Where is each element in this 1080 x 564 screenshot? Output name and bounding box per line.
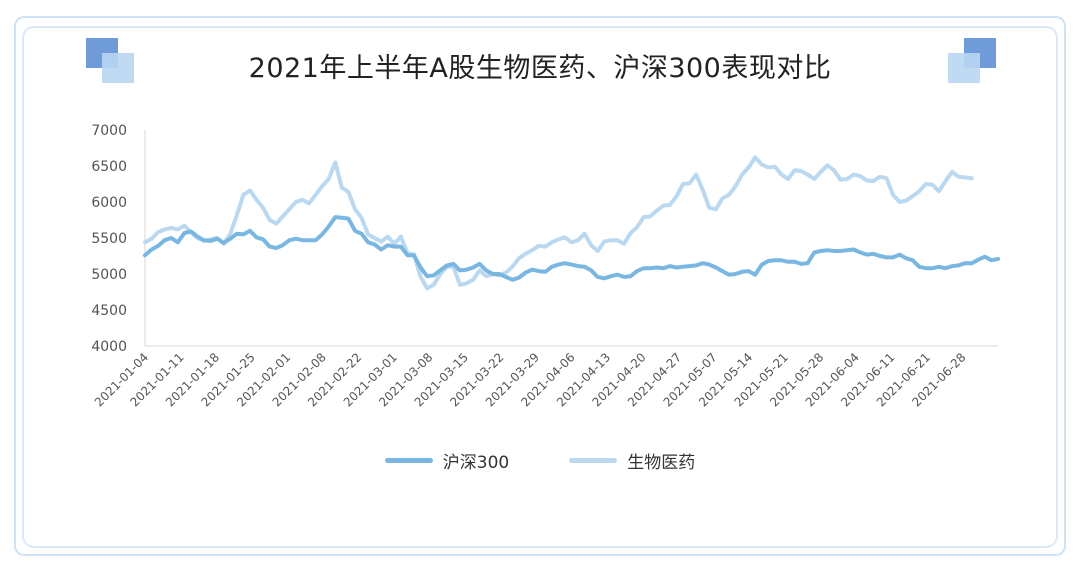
y-tick-label-3: 5500 xyxy=(91,231,127,247)
legend-swatch-hs300 xyxy=(384,458,433,463)
y-tick-label-6: 7000 xyxy=(91,123,127,139)
decor-squares-right-icon xyxy=(948,38,996,83)
y-tick-label-2: 5000 xyxy=(91,267,127,283)
series-line-biomed xyxy=(143,155,974,291)
chart-title: 2021年上半年A股生物医药、沪深300表现对比 xyxy=(248,53,832,84)
series-line-hs300 xyxy=(143,215,1000,282)
chart-card xyxy=(22,26,1058,548)
y-tick-label-4: 6000 xyxy=(91,195,127,211)
chart-legend: 沪深300 生物医药 xyxy=(0,448,1080,473)
y-tick-label-1: 4500 xyxy=(91,303,127,319)
y-tick-label-0: 4000 xyxy=(91,339,127,355)
legend-swatch-biomed xyxy=(569,458,618,463)
legend-item-hs300: 沪深300 xyxy=(384,448,510,473)
decor-squares-left-icon xyxy=(86,38,134,83)
legend-label-hs300: 沪深300 xyxy=(442,453,510,473)
legend-item-biomed: 生物医药 xyxy=(569,448,695,473)
legend-label-biomed: 生物医药 xyxy=(627,453,696,473)
y-tick-label-5: 6500 xyxy=(91,159,127,175)
